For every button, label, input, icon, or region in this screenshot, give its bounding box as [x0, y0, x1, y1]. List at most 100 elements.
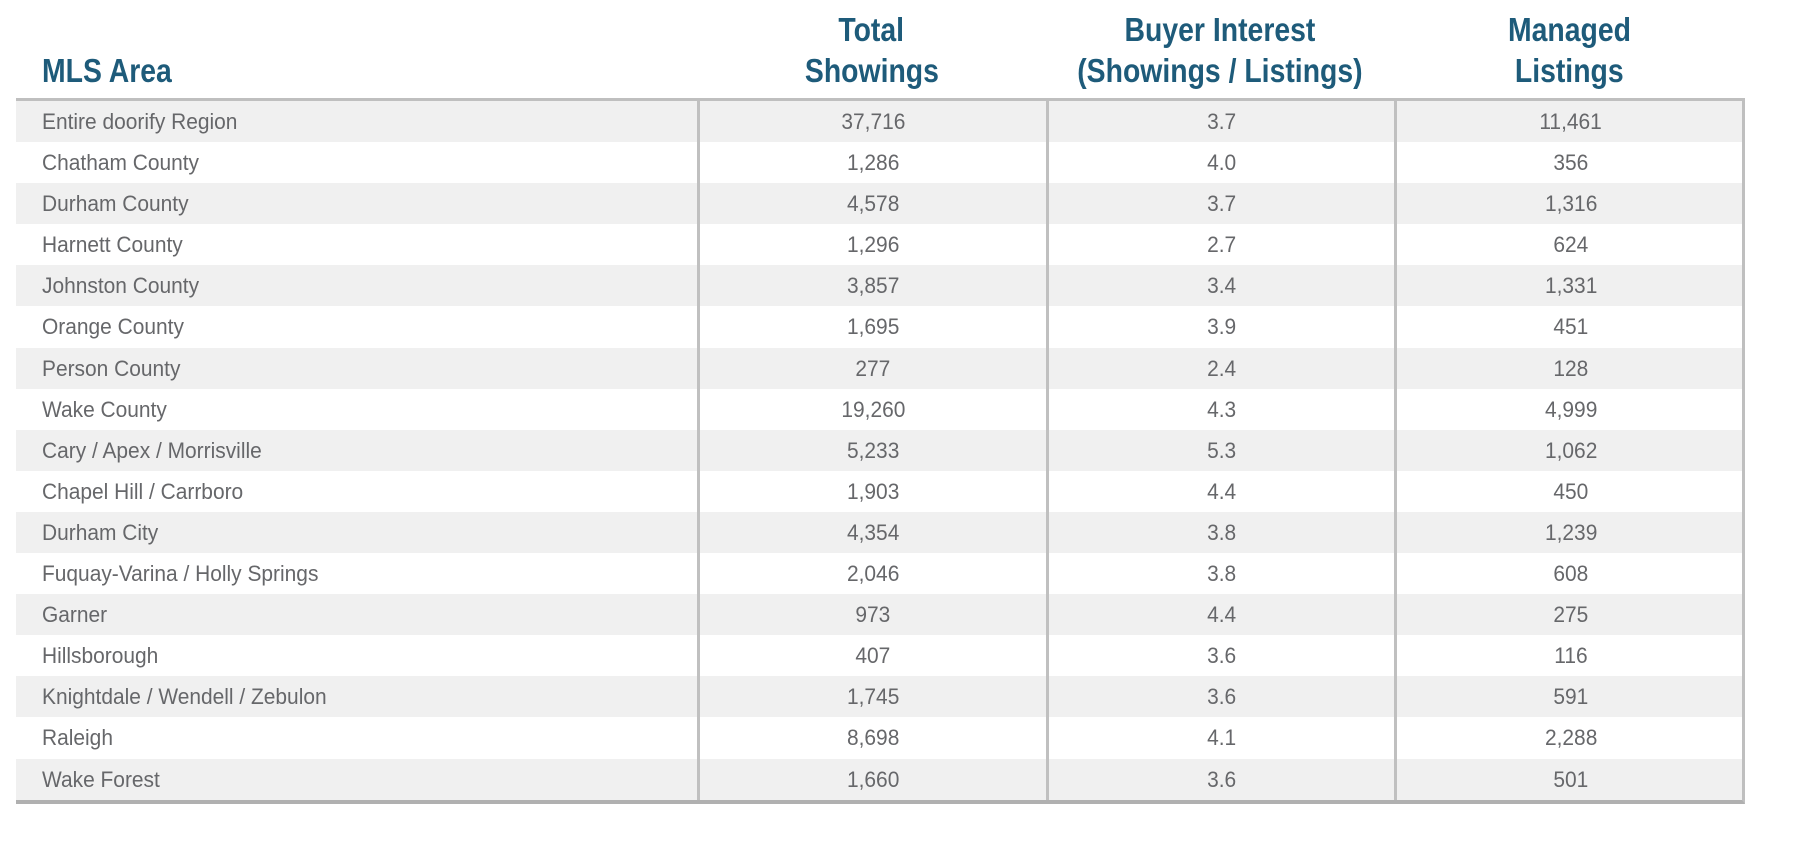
- table-row: Wake County 19,260 4.3 4,999: [16, 388, 1745, 430]
- cell-buyer-interest: 3.7: [1046, 101, 1394, 143]
- table-row: Harnett County 1,296 2.7 624: [16, 224, 1745, 266]
- column-header-label: Buyer Interest: [1124, 11, 1316, 48]
- cell-managed-listings: 1,316: [1394, 183, 1745, 225]
- cell-mls-area: Garner: [42, 602, 108, 628]
- cell-buyer-interest: 3.9: [1046, 306, 1394, 348]
- cell-managed-listings: 451: [1394, 306, 1745, 348]
- cell-total-showings: 4,578: [697, 183, 1046, 225]
- cell-buyer-interest: 3.6: [1046, 758, 1394, 800]
- table-row: Hillsborough 407 3.6 116: [16, 635, 1745, 677]
- cell-mls-area: Hillsborough: [42, 643, 159, 669]
- cell-buyer-interest: 2.7: [1046, 224, 1394, 266]
- column-header-total-showings: Total Showings: [697, 9, 1046, 98]
- column-header-mls-area: MLS Area: [16, 50, 697, 98]
- cell-total-showings: 19,260: [697, 388, 1046, 430]
- column-header-label: (Showings / Listings): [1077, 52, 1363, 89]
- cell-managed-listings: 1,239: [1394, 511, 1745, 554]
- cell-mls-area: Harnett County: [42, 232, 183, 258]
- cell-buyer-interest: 4.0: [1046, 142, 1394, 184]
- cell-buyer-interest: 3.8: [1046, 553, 1394, 595]
- cell-total-showings: 1,660: [697, 758, 1046, 800]
- cell-buyer-interest: 5.3: [1046, 429, 1394, 471]
- cell-mls-area: Cary / Apex / Morrisville: [42, 437, 262, 463]
- column-header-buyer-interest: Buyer Interest (Showings / Listings): [1046, 9, 1394, 98]
- table-row: Wake Forest 1,660 3.6 501: [16, 758, 1745, 800]
- column-header-label: Managed: [1507, 11, 1632, 48]
- cell-managed-listings: 608: [1394, 553, 1745, 595]
- cell-managed-listings: 11,461: [1394, 101, 1745, 143]
- cell-buyer-interest: 4.1: [1046, 717, 1394, 759]
- cell-buyer-interest: 2.4: [1046, 347, 1394, 389]
- table-row: Garner 973 4.4 275: [16, 594, 1745, 636]
- cell-total-showings: 5,233: [697, 429, 1046, 471]
- cell-managed-listings: 2,288: [1394, 717, 1745, 759]
- cell-managed-listings: 275: [1394, 594, 1745, 636]
- cell-managed-listings: 128: [1394, 347, 1745, 389]
- cell-mls-area: Chatham County: [42, 150, 200, 176]
- cell-mls-area: Person County: [42, 355, 181, 381]
- cell-managed-listings: 450: [1394, 470, 1745, 512]
- cell-total-showings: 3,857: [697, 265, 1046, 307]
- table-row: Cary / Apex / Morrisville 5,233 5.3 1,06…: [16, 429, 1745, 471]
- table-row: Chapel Hill / Carrboro 1,903 4.4 450: [16, 470, 1745, 512]
- cell-mls-area: Orange County: [42, 314, 184, 340]
- table-row: Fuquay-Varina / Holly Springs 2,046 3.8 …: [16, 553, 1745, 595]
- column-header-label: MLS Area: [42, 52, 172, 89]
- cell-managed-listings: 356: [1394, 142, 1745, 184]
- column-header-managed-listings: Managed Listings: [1394, 9, 1745, 98]
- cell-total-showings: 1,286: [697, 142, 1046, 184]
- cell-buyer-interest: 3.6: [1046, 676, 1394, 718]
- cell-buyer-interest: 3.4: [1046, 265, 1394, 307]
- cell-total-showings: 277: [697, 347, 1046, 389]
- cell-total-showings: 1,296: [697, 224, 1046, 266]
- cell-mls-area: Wake County: [42, 396, 167, 422]
- table-row: Raleigh 8,698 4.1 2,288: [16, 717, 1745, 759]
- cell-mls-area: Raleigh: [42, 725, 113, 751]
- cell-total-showings: 1,695: [697, 306, 1046, 348]
- table-header-row: MLS Area Total Showings Buyer Interest (…: [16, 0, 1745, 98]
- cell-buyer-interest: 4.4: [1046, 594, 1394, 636]
- cell-managed-listings: 1,331: [1394, 265, 1745, 307]
- column-header-label: Total: [838, 11, 905, 48]
- cell-total-showings: 2,046: [697, 553, 1046, 595]
- table-row: Person County 277 2.4 128: [16, 347, 1745, 389]
- cell-buyer-interest: 4.3: [1046, 388, 1394, 430]
- table-row: Durham County 4,578 3.7 1,316: [16, 183, 1745, 225]
- cell-managed-listings: 624: [1394, 224, 1745, 266]
- table-row: Chatham County 1,286 4.0 356: [16, 142, 1745, 184]
- column-header-label: Listings: [1515, 52, 1624, 89]
- column-header-label: Showings: [804, 52, 939, 89]
- table-row: Entire doorify Region 37,716 3.7 11,461: [16, 101, 1745, 143]
- cell-total-showings: 1,903: [697, 470, 1046, 512]
- table-body: Entire doorify Region 37,716 3.7 11,461 …: [16, 98, 1745, 804]
- cell-managed-listings: 116: [1394, 635, 1745, 677]
- cell-total-showings: 407: [697, 635, 1046, 677]
- table-row: Orange County 1,695 3.9 451: [16, 306, 1745, 348]
- table-row: Knightdale / Wendell / Zebulon 1,745 3.6…: [16, 676, 1745, 718]
- cell-managed-listings: 591: [1394, 676, 1745, 718]
- cell-mls-area: Wake Forest: [42, 766, 160, 792]
- table-row: Johnston County 3,857 3.4 1,331: [16, 265, 1745, 307]
- cell-buyer-interest: 3.8: [1046, 511, 1394, 554]
- cell-mls-area: Entire doorify Region: [42, 109, 238, 134]
- cell-total-showings: 37,716: [697, 101, 1046, 143]
- cell-buyer-interest: 4.4: [1046, 470, 1394, 512]
- cell-mls-area: Chapel Hill / Carrboro: [42, 478, 244, 504]
- cell-total-showings: 973: [697, 594, 1046, 636]
- showings-by-area-table: MLS Area Total Showings Buyer Interest (…: [16, 0, 1745, 804]
- cell-mls-area: Durham County: [42, 191, 189, 217]
- cell-buyer-interest: 3.7: [1046, 183, 1394, 225]
- table-row: Durham City 4,354 3.8 1,239: [16, 511, 1745, 554]
- cell-mls-area: Durham City: [42, 519, 159, 545]
- cell-total-showings: 4,354: [697, 511, 1046, 554]
- cell-total-showings: 8,698: [697, 717, 1046, 759]
- cell-managed-listings: 4,999: [1394, 388, 1745, 430]
- cell-total-showings: 1,745: [697, 676, 1046, 718]
- cell-buyer-interest: 3.6: [1046, 635, 1394, 677]
- cell-mls-area: Johnston County: [42, 273, 200, 299]
- cell-mls-area: Knightdale / Wendell / Zebulon: [42, 684, 327, 710]
- cell-managed-listings: 501: [1394, 758, 1745, 800]
- cell-managed-listings: 1,062: [1394, 429, 1745, 471]
- cell-mls-area: Fuquay-Varina / Holly Springs: [42, 561, 319, 587]
